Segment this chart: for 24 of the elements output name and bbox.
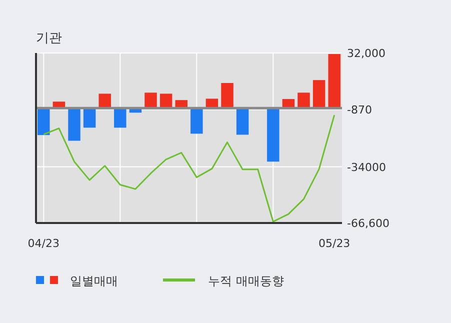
bar	[236, 108, 249, 135]
bar	[144, 92, 157, 108]
bar	[68, 108, 80, 141]
bar	[98, 94, 111, 108]
bar	[83, 108, 96, 128]
bar	[298, 92, 310, 108]
bar	[328, 54, 340, 108]
legend-label: 누적 매매동향	[208, 274, 284, 288]
x-tick-label: 05/23	[318, 237, 350, 250]
line-series	[42, 114, 336, 222]
bar	[114, 108, 126, 128]
x-tick-label: 04/23	[28, 237, 60, 250]
bar	[312, 80, 326, 108]
bar	[221, 83, 234, 108]
y-tick-label: -34000	[347, 160, 386, 174]
bar	[190, 108, 203, 134]
y-tick-label: -870	[347, 104, 372, 117]
y-tick-label: -66,600	[347, 217, 390, 230]
bar	[267, 108, 280, 162]
legend-label: 일별매매	[70, 274, 118, 288]
y-tick-label: 32,000	[347, 47, 386, 60]
bar	[38, 108, 50, 136]
bar	[160, 94, 172, 108]
chart-title: 기관	[36, 31, 62, 46]
